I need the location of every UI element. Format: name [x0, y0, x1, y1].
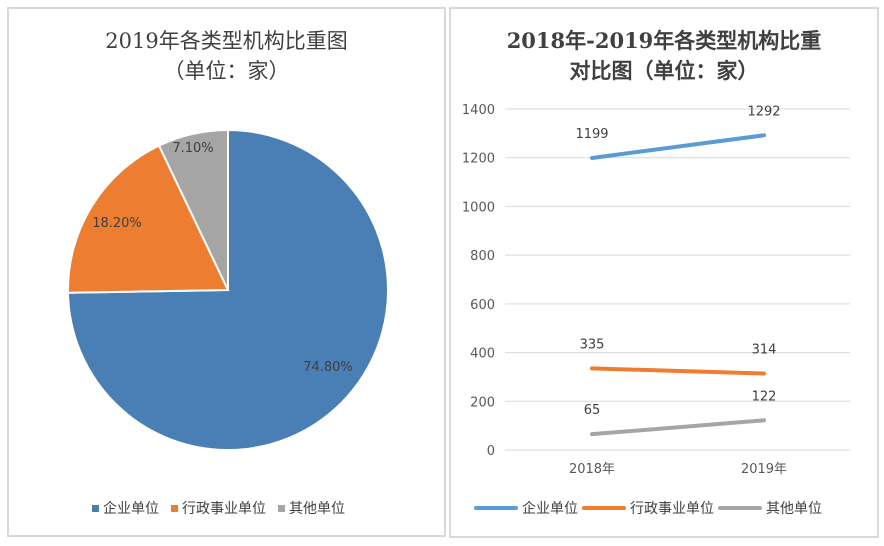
series-line-0 — [590, 133, 766, 160]
legend-swatch — [171, 504, 178, 512]
legend-line — [718, 506, 762, 510]
pie-slice-2 — [157, 128, 229, 291]
legend-label: 其他单位 — [766, 501, 822, 517]
legend-item: 其他单位 — [278, 498, 345, 518]
series-line-2 — [590, 418, 766, 437]
data-label: 1292 — [747, 104, 780, 119]
y-tick-label: 400 — [470, 347, 495, 362]
y-tick-label: 200 — [470, 395, 495, 410]
line-title-line2: 对比图（单位：家） — [569, 58, 759, 83]
y-tick-label: 800 — [470, 249, 495, 264]
pie-title-line2: （单位：家） — [163, 59, 290, 83]
x-tick-label: 2019年 — [741, 462, 787, 477]
pie-title: 2019年各类型机构比重图 （单位：家） — [9, 26, 444, 86]
legend-swatch — [278, 504, 285, 512]
y-tick-label: 600 — [470, 298, 495, 313]
line-title-line1: 2018年-2019年各类型机构比重 — [506, 28, 822, 53]
line-title: 2018年-2019年各类型机构比重 对比图（单位：家） — [451, 26, 877, 86]
legend-item: 其他单位 — [718, 498, 822, 518]
legend-label: 企业单位 — [522, 501, 578, 517]
legend-line — [582, 506, 626, 510]
data-label: 122 — [752, 389, 777, 404]
pie-slice-1 — [67, 144, 230, 294]
pie-title-line1: 2019年各类型机构比重图 — [105, 29, 348, 53]
legend-item: 企业单位 — [92, 498, 159, 518]
pie-data-label: 74.80% — [303, 360, 353, 375]
x-tick-label: 2018年 — [569, 462, 615, 477]
data-label: 65 — [584, 403, 601, 418]
legend-item: 企业单位 — [474, 498, 578, 518]
line-legend: 企业单位 行政事业单位 其他单位 — [474, 498, 822, 518]
legend-item: 行政事业单位 — [171, 498, 266, 518]
data-label: 335 — [580, 337, 605, 352]
y-tick-label: 0 — [487, 444, 495, 459]
legend-label: 企业单位 — [103, 501, 159, 517]
legend-label: 其他单位 — [289, 501, 345, 517]
legend-item: 行政事业单位 — [582, 498, 714, 518]
y-tick-label: 1000 — [462, 200, 495, 215]
series-line-1 — [590, 366, 766, 376]
data-label: 1199 — [575, 127, 608, 142]
legend-swatch — [92, 504, 99, 512]
pie-data-label: 7.10% — [172, 141, 213, 156]
data-label: 314 — [752, 343, 777, 358]
legend-label: 行政事业单位 — [182, 501, 266, 517]
pie-legend: 企业单位 行政事业单位 其他单位 — [92, 498, 351, 518]
y-tick-label: 1400 — [462, 103, 495, 118]
legend-label: 行政事业单位 — [630, 501, 714, 517]
y-tick-label: 1200 — [462, 152, 495, 167]
pie-data-label: 18.20% — [92, 216, 142, 231]
legend-line — [474, 506, 518, 510]
